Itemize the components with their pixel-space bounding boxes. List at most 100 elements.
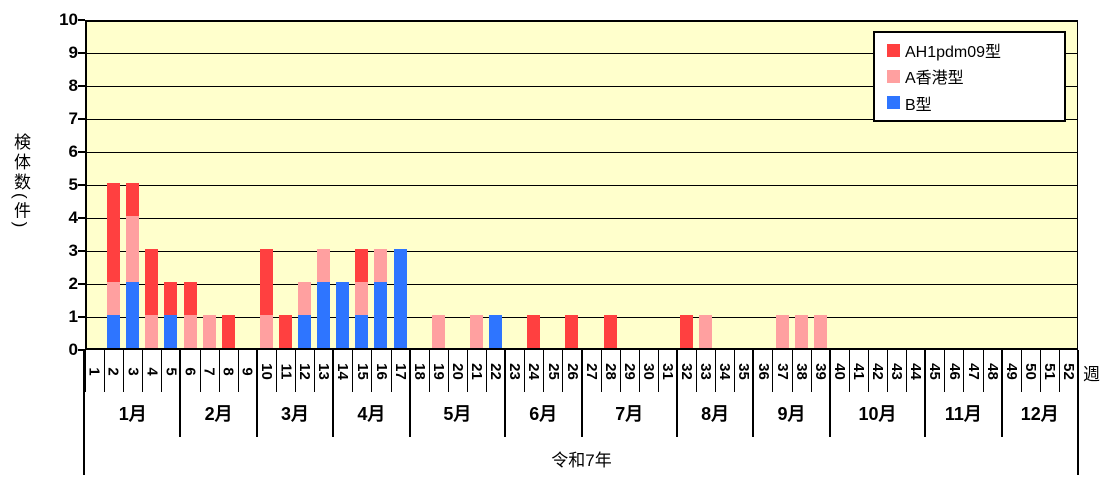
- bar-week11-AH1pdm09型: [279, 315, 292, 348]
- week-separator-21: [486, 350, 488, 392]
- x-week-label-46: 46: [944, 351, 963, 392]
- x-week-label-1: 1: [85, 351, 104, 392]
- x-week-label-text-3: 3: [124, 367, 142, 376]
- week-separator-23: [524, 350, 526, 392]
- x-week-label-48: 48: [983, 351, 1002, 392]
- bar-week6-AH1pdm09型: [183, 282, 197, 315]
- x-week-label-text-26: 26: [563, 363, 581, 380]
- bar-week2-B型: [107, 315, 121, 348]
- y-tick-mark-8: [78, 85, 85, 87]
- bar-week24-AH1pdm09型: [527, 315, 541, 348]
- x-week-label-text-49: 49: [1002, 363, 1020, 380]
- x-week-label-text-37: 37: [773, 363, 791, 380]
- x-week-label-text-30: 30: [639, 363, 657, 380]
- y-tick-mark-7: [78, 118, 85, 120]
- month-label-6月: 6月: [529, 404, 558, 424]
- month-separator-10月: [828, 350, 831, 437]
- bar-week15-A香港型: [355, 282, 369, 315]
- week-separator-15: [371, 350, 373, 392]
- week-separator-28: [619, 350, 621, 392]
- x-week-label-24: 24: [524, 351, 543, 392]
- bar-week2-AH1pdm09型: [107, 183, 121, 282]
- x-week-label-text-41: 41: [849, 363, 867, 380]
- x-week-label-30: 30: [639, 351, 658, 392]
- bar-week15-AH1pdm09型: [355, 249, 369, 282]
- month-label-11月: 11月: [944, 404, 982, 424]
- y-tick-label-2: 2: [68, 274, 78, 293]
- y-tick-label-7: 7: [68, 109, 78, 128]
- x-week-label-22: 22: [486, 351, 505, 392]
- x-week-label-text-9: 9: [238, 367, 256, 376]
- x-week-label-text-32: 32: [678, 363, 696, 380]
- x-week-label-text-28: 28: [601, 363, 619, 380]
- bar-week10-AH1pdm09型: [259, 249, 273, 315]
- x-week-label-45: 45: [925, 351, 944, 392]
- bar-week13-A香港型: [317, 249, 331, 282]
- week-separator-20: [466, 350, 468, 392]
- month-separator-8月: [675, 350, 678, 437]
- month-label-10月: 10月: [858, 404, 897, 424]
- month-label-2月: 2月: [204, 404, 233, 424]
- x-week-label-15: 15: [352, 351, 371, 392]
- y-tick-mark-5: [78, 184, 85, 186]
- x-week-label-10: 10: [257, 351, 276, 392]
- week-separator-45: [944, 350, 946, 392]
- x-week-label-text-7: 7: [200, 367, 218, 376]
- x-week-label-11: 11: [276, 351, 295, 392]
- x-week-label-41: 41: [849, 351, 868, 392]
- x-week-label-39: 39: [811, 351, 830, 392]
- x-week-label-text-43: 43: [888, 363, 906, 380]
- week-separator-16: [390, 350, 392, 392]
- y-tick-label-10: 10: [59, 10, 78, 29]
- x-week-label-text-45: 45: [926, 363, 944, 380]
- legend-swatch-pink: [887, 69, 900, 83]
- week-separator-14: [352, 350, 354, 392]
- x-week-label-35: 35: [734, 351, 753, 392]
- x-week-label-7: 7: [200, 351, 219, 392]
- legend-swatch-blue: [887, 96, 900, 110]
- y-tick-label-8: 8: [68, 76, 78, 95]
- y-tick-mark-2: [78, 283, 85, 285]
- month-label-4月: 4月: [357, 404, 386, 424]
- legend: AH1pdm09型 A香港型 B型: [873, 31, 1066, 122]
- month-separator-2月: [179, 350, 182, 437]
- x-week-label-text-48: 48: [983, 363, 1001, 380]
- x-week-label-14: 14: [333, 351, 352, 392]
- x-week-label-38: 38: [792, 351, 811, 392]
- week-separator-42: [887, 350, 889, 392]
- gridline-y2: [87, 284, 1077, 285]
- x-week-label-21: 21: [467, 351, 486, 392]
- gridline-y6: [87, 152, 1077, 153]
- month-label-8月: 8月: [701, 404, 730, 424]
- week-separator-43: [906, 350, 908, 392]
- x-week-label-44: 44: [906, 351, 925, 392]
- week-separator-3: [142, 350, 144, 392]
- x-week-label-42: 42: [868, 351, 887, 392]
- week-separator-11: [295, 350, 297, 392]
- y-tick-mark-1: [78, 316, 85, 318]
- x-week-label-8: 8: [219, 351, 238, 392]
- x-week-label-6: 6: [180, 351, 199, 392]
- x-week-label-text-44: 44: [907, 363, 925, 380]
- x-week-label-text-15: 15: [353, 363, 371, 380]
- x-week-label-text-4: 4: [143, 367, 161, 376]
- week-separator-41: [867, 350, 869, 392]
- bottom-frame-right: [1077, 350, 1079, 475]
- bar-week8-AH1pdm09型: [221, 315, 235, 348]
- month-label-7月: 7月: [615, 404, 644, 424]
- week-separator-33: [715, 350, 717, 392]
- bar-week38-A香港型: [794, 315, 808, 348]
- x-week-label-text-16: 16: [372, 363, 390, 380]
- x-week-label-text-8: 8: [219, 367, 237, 376]
- week-separator-4: [161, 350, 163, 392]
- x-week-label-36: 36: [753, 351, 772, 392]
- x-week-label-text-24: 24: [525, 363, 543, 380]
- x-week-label-4: 4: [142, 351, 161, 392]
- gridline-y5: [87, 185, 1077, 186]
- week-separator-49: [1020, 350, 1022, 392]
- x-axis-unit-label: 週: [1083, 365, 1100, 384]
- x-week-label-43: 43: [887, 351, 906, 392]
- x-week-label-text-39: 39: [811, 363, 829, 380]
- y-tick-label-4: 4: [68, 208, 78, 227]
